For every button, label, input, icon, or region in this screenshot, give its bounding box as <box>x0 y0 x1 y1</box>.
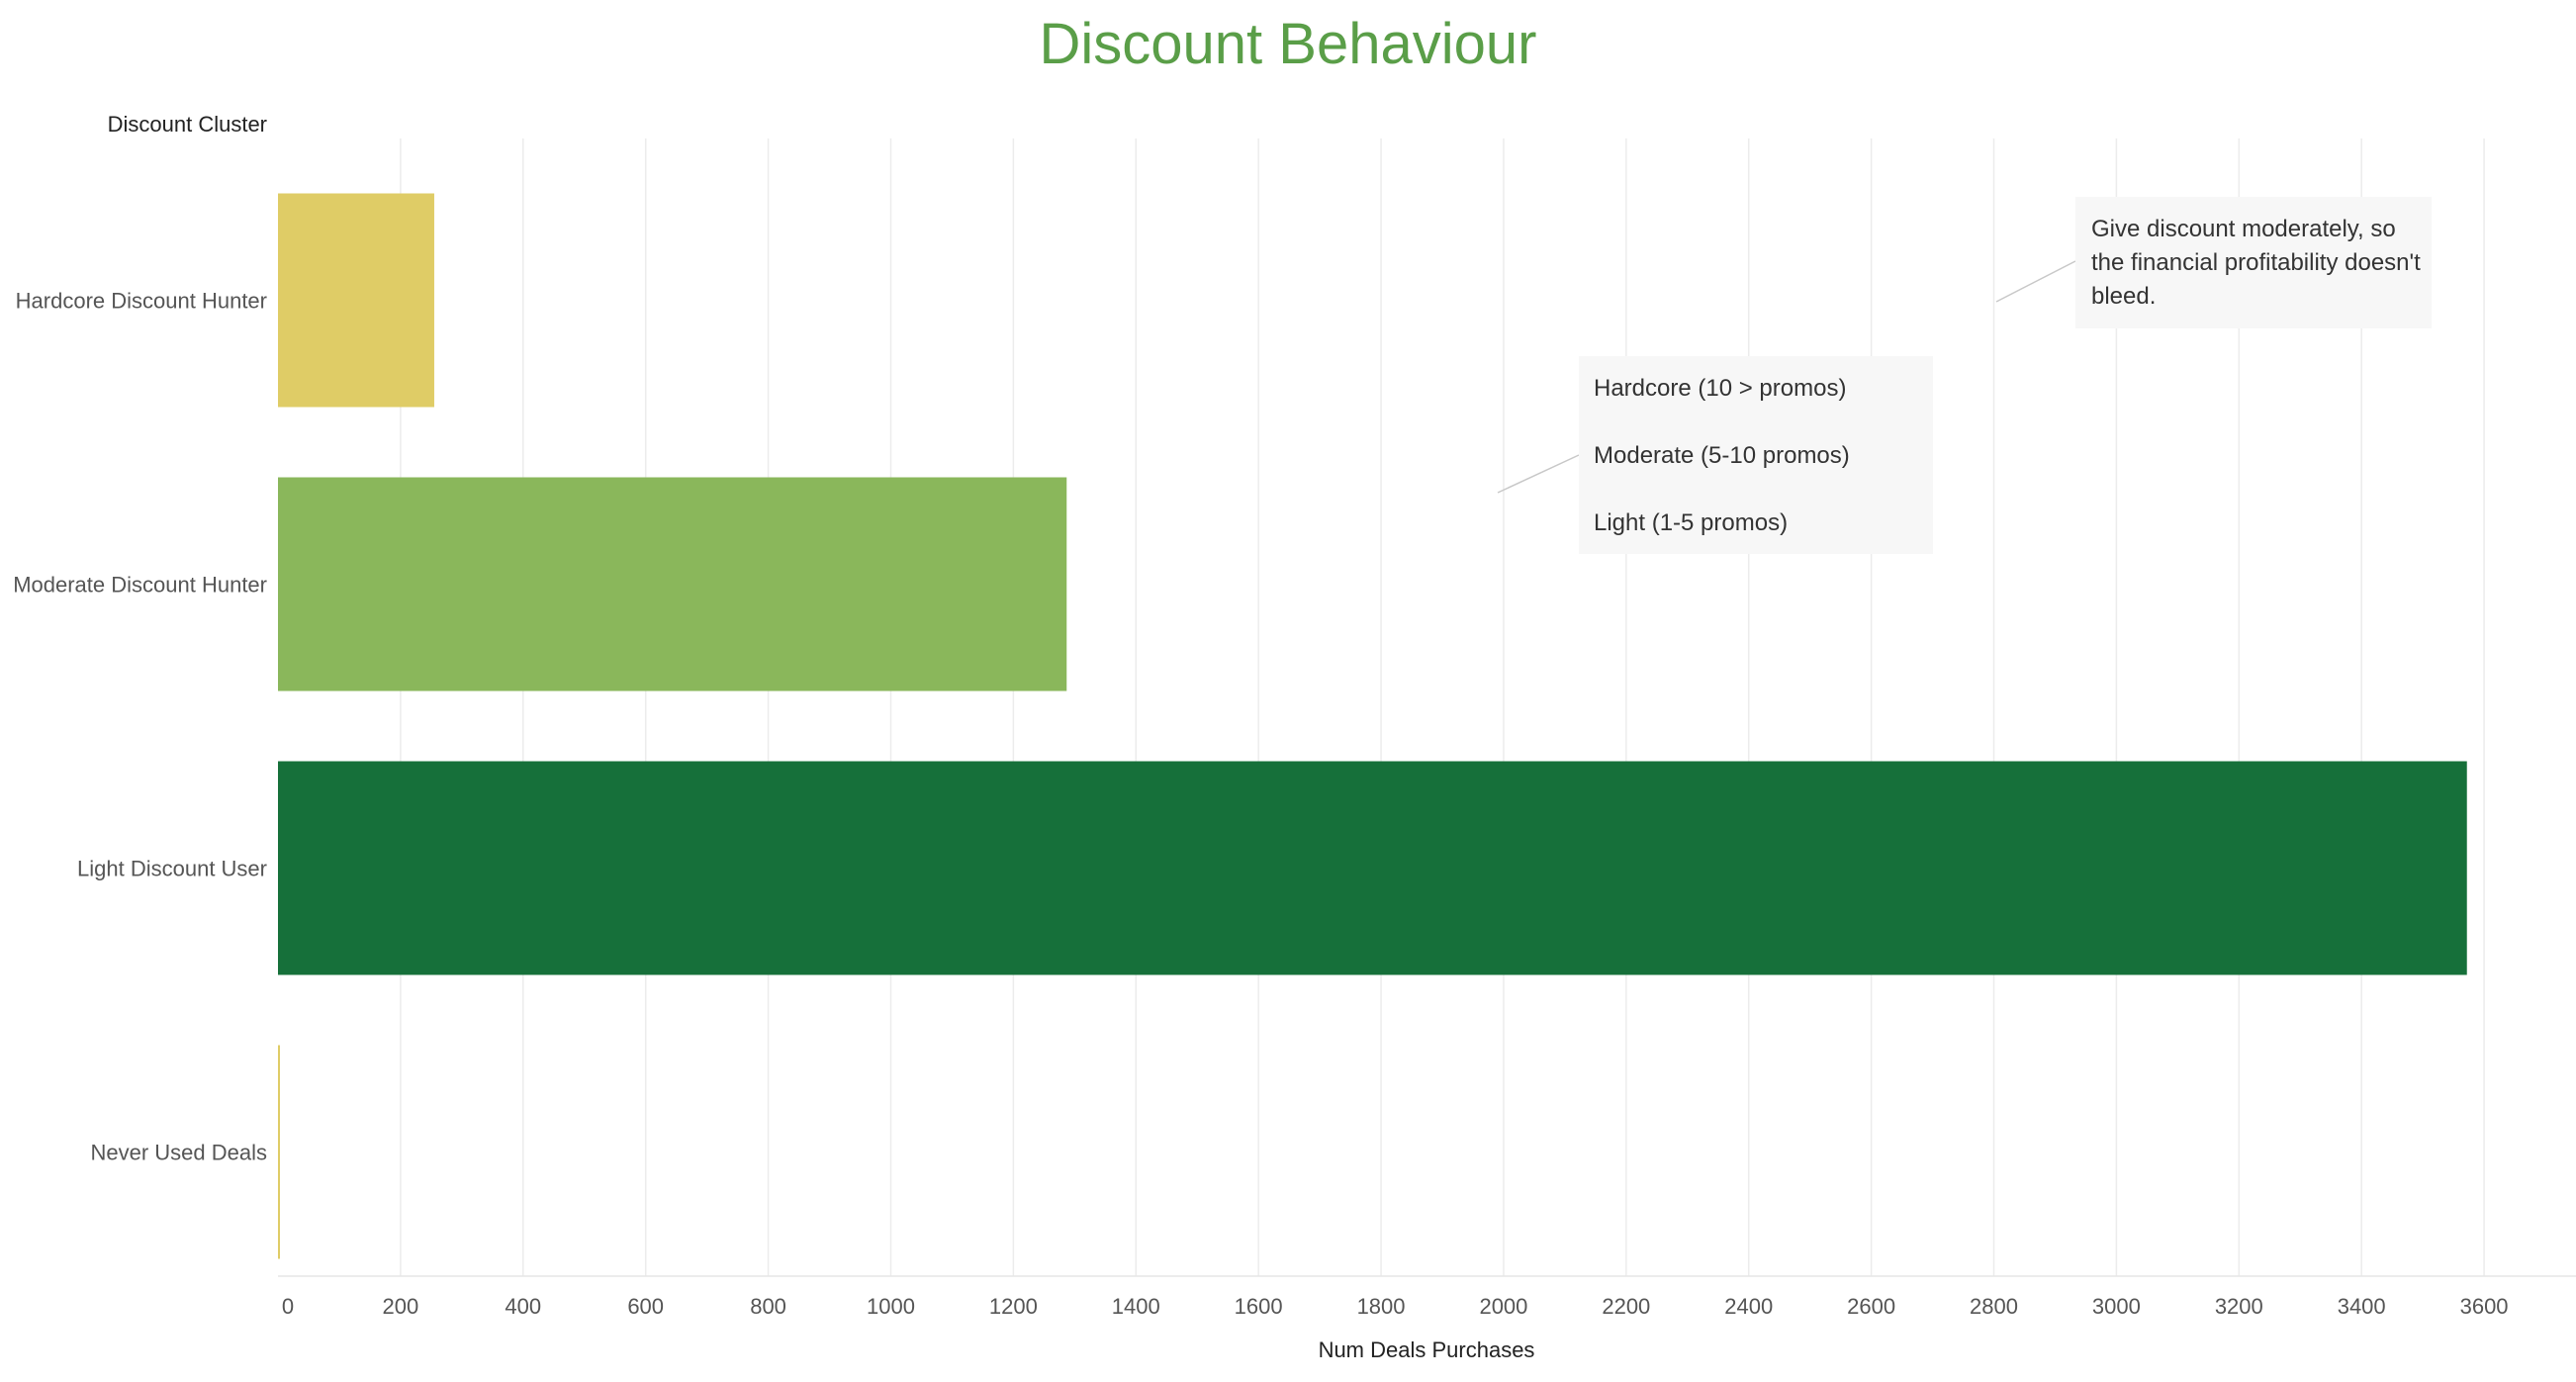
x-tick-label: 3000 <box>2092 1294 2141 1319</box>
x-tick-label: 800 <box>750 1294 786 1319</box>
x-tick-label: 1400 <box>1112 1294 1160 1319</box>
x-tick-label: 3600 <box>2460 1294 2509 1319</box>
annotations: Hardcore (10 > promos) Moderate (5-10 pro… <box>1497 197 2432 554</box>
category-label: Hardcore Discount Hunter <box>16 289 267 314</box>
x-tick-label: 1600 <box>1235 1294 1283 1319</box>
x-tick-label: 3200 <box>2215 1294 2263 1319</box>
bars <box>278 193 2467 1259</box>
annotation-text: Hardcore (10 > promos) <box>1594 375 1846 402</box>
x-tick-label: 2000 <box>1479 1294 1527 1319</box>
x-tick-label: 2200 <box>1602 1294 1650 1319</box>
annotation-text: bleed. <box>2091 283 2156 310</box>
annotation-text: Moderate (5-10 promos) <box>1594 442 1850 469</box>
x-tick-label: 600 <box>627 1294 664 1319</box>
x-tick-label: 1200 <box>989 1294 1038 1319</box>
y-axis-title: Discount Cluster <box>108 112 267 137</box>
bar <box>278 761 2467 975</box>
x-axis-title: Num Deals Purchases <box>1319 1337 1535 1362</box>
bar <box>278 1045 280 1259</box>
annotation-box <box>2075 197 2432 328</box>
category-label: Light Discount User <box>77 857 267 881</box>
x-tick-label: 1800 <box>1357 1294 1406 1319</box>
annotation-text: Give discount moderately, so <box>2091 216 2396 242</box>
grid-lines <box>400 138 2485 1276</box>
x-tick-label: 2400 <box>1724 1294 1773 1319</box>
x-tick-label: 400 <box>505 1294 541 1319</box>
category-label: Never Used Deals <box>90 1141 267 1165</box>
x-tick-label: 200 <box>383 1294 419 1319</box>
category-labels: Hardcore Discount Hunter Moderate Discoun… <box>13 289 267 1165</box>
annotation-text: Light (1-5 promos) <box>1594 509 1788 536</box>
x-tick-label: 0 <box>282 1294 294 1319</box>
bar <box>278 193 434 408</box>
chart-title: Discount Behaviour <box>1040 12 1537 76</box>
x-tick-label: 1000 <box>867 1294 915 1319</box>
x-tick-label: 2800 <box>1970 1294 2018 1319</box>
bar <box>278 477 1067 691</box>
annotation-box <box>1579 356 1933 554</box>
annotation-leader <box>1497 454 1580 494</box>
x-axis: 0 200 400 600 800 1000 1200 1400 1600 1800 2000 220… <box>278 1275 2576 1319</box>
annotation-leader <box>1995 260 2076 303</box>
x-tick-label: 3400 <box>2338 1294 2386 1319</box>
annotation-text: the financial profitability doesn't <box>2091 249 2421 276</box>
x-tick-label: 2600 <box>1847 1294 1895 1319</box>
category-label: Moderate Discount Hunter <box>13 573 267 598</box>
